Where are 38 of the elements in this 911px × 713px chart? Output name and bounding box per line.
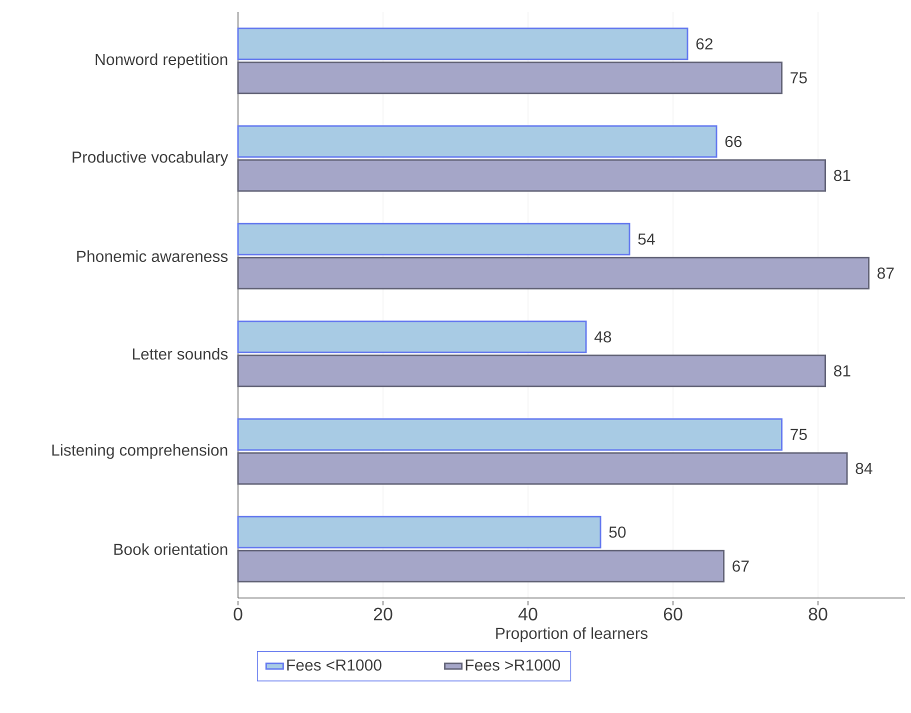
- bar: [237, 320, 587, 354]
- bar: [237, 452, 848, 485]
- data-label: 67: [732, 560, 749, 572]
- y-tick-label: Book orientation: [114, 543, 228, 556]
- x-axis-title: Proportion of learners: [496, 627, 648, 642]
- data-label: 81: [834, 170, 850, 182]
- x-tick-label: 0: [234, 608, 242, 620]
- data-label: 75: [790, 72, 807, 84]
- y-tick-label: Productive vocabulary: [72, 151, 228, 166]
- bar: [237, 62, 782, 94]
- bar: [237, 159, 826, 192]
- data-label: 66: [725, 136, 742, 148]
- y-tick-label: Phonemic awareness: [77, 250, 228, 262]
- y-tick-label: Listening comprehension: [52, 444, 228, 459]
- x-tick-label: 80: [808, 608, 828, 620]
- data-label: 84: [856, 462, 872, 474]
- x-tick-label: 60: [664, 608, 682, 620]
- bar: [237, 125, 718, 158]
- bar: [237, 28, 688, 60]
- y-tick-label: Nonword repetition: [96, 53, 228, 68]
- data-label: 54: [638, 234, 655, 245]
- x-tick-label: 40: [518, 608, 538, 620]
- legend-label: Fees <R1000: [287, 659, 382, 671]
- legend-label: Fees >R1000: [466, 659, 560, 671]
- bar: [237, 222, 630, 256]
- data-label: 81: [834, 365, 850, 376]
- bar: [237, 418, 782, 451]
- x-tick-label: 20: [374, 608, 392, 620]
- data-label: 48: [594, 331, 612, 342]
- y-tick-label: Letter sounds: [132, 348, 228, 360]
- bar: [237, 256, 870, 290]
- bar: [237, 354, 826, 388]
- data-label: 62: [696, 38, 712, 50]
- data-label: 75: [790, 428, 807, 440]
- data-label: 50: [609, 526, 626, 538]
- data-label: 87: [878, 268, 894, 279]
- bar: [237, 516, 602, 548]
- bar: [237, 550, 725, 582]
